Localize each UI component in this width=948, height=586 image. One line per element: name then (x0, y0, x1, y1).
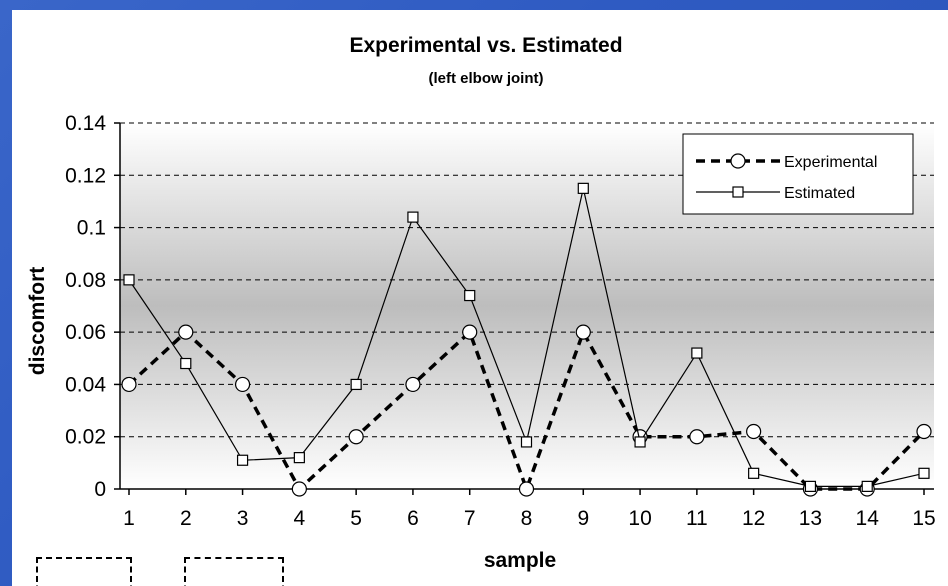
legend-marker (732, 186, 744, 198)
data-point-experimental (462, 324, 478, 340)
data-point-experimental (405, 376, 421, 393)
data-point-estimated (918, 467, 930, 479)
chart-title: Experimental vs. Estimated (349, 34, 622, 57)
data-point-estimated (123, 274, 135, 286)
line-chart: 00.020.040.060.080.10.120.14 1 2 3 4 5 6 7 8 9 10… (26, 34, 936, 572)
x-tick-label: 1 (123, 507, 135, 530)
legend-item-estimated: Estimated (696, 185, 855, 202)
y-tick-label: 0.1 (77, 217, 106, 240)
legend-item-experimental: Experimental (696, 153, 877, 171)
x-axis-title: sample (484, 549, 556, 572)
legend-marker (730, 153, 746, 169)
x-tick-label: 15 (912, 507, 935, 530)
legend-box (682, 133, 914, 215)
data-point-estimated (634, 436, 646, 448)
y-tick-label: 0.06 (65, 321, 106, 344)
x-tick-label: 10 (628, 507, 651, 530)
data-point-estimated (577, 182, 589, 194)
data-point-estimated (804, 480, 817, 492)
x-tick-label: 6 (407, 507, 419, 530)
x-tick-labels: 1 2 3 4 5 6 7 8 9 10 11 12 13 14 15 (123, 507, 936, 530)
y-tick-label: 0.12 (65, 164, 106, 187)
x-tick-label: 8 (521, 507, 533, 530)
data-point-estimated (293, 452, 305, 464)
data-point-experimental (689, 429, 705, 445)
dashed-placeholder-box-right (184, 557, 284, 586)
x-tick-label: 3 (237, 507, 249, 530)
y-tick-label: 0.04 (65, 373, 106, 396)
data-point-experimental (575, 324, 591, 340)
data-point-experimental (746, 423, 762, 440)
series-estimated (123, 182, 930, 492)
legend-label: Estimated (784, 185, 855, 202)
series (121, 182, 932, 497)
data-point-estimated (464, 289, 476, 302)
chart-area: 0 0.02 0.04 0.06 0.08 0.1 0.12 0.14 1 2 3 4 5 6 7 8 9 10… (12, 10, 948, 586)
data-point-estimated (236, 454, 249, 466)
x-tick-label: 5 (350, 507, 362, 530)
data-point-experimental (916, 423, 932, 440)
data-point-estimated (180, 357, 192, 370)
dashed-placeholder-box-left (36, 557, 132, 586)
x-tick-label: 7 (464, 507, 476, 530)
x-tick-label: 2 (180, 507, 192, 530)
x-tick-label: 12 (742, 507, 765, 530)
x-tick-label: 11 (686, 507, 708, 530)
y-tick-label: 0 (94, 478, 106, 501)
data-point-experimental (291, 481, 307, 497)
data-point-experimental (348, 429, 364, 445)
y-tick-labels: 0 0.02 0.04 0.06 0.08 0.1 0.12 0.14 (65, 112, 106, 501)
legend: Experimental Estimated (682, 133, 914, 215)
data-point-experimental (121, 376, 137, 393)
legend-label: Experimental (784, 154, 877, 171)
x-tick-label: 9 (577, 507, 589, 530)
series-line-experimental (127, 327, 926, 495)
y-axis-title: discomfort (26, 267, 49, 376)
chart-subtitle: (left elbow joint) (429, 70, 544, 87)
y-tick-label: 0.02 (65, 426, 106, 449)
x-tick-label: 14 (856, 507, 880, 530)
x-tick-label: 4 (294, 507, 306, 530)
data-point-estimated (407, 211, 419, 223)
data-point-experimental (234, 376, 251, 393)
data-point-estimated (691, 347, 703, 359)
data-point-estimated (861, 480, 873, 492)
y-tick-label: 0.08 (65, 269, 106, 292)
x-tick-label: 13 (799, 507, 822, 530)
data-point-estimated (748, 467, 760, 479)
data-point-estimated (520, 436, 533, 448)
data-point-experimental (518, 481, 535, 497)
data-point-experimental (178, 324, 194, 340)
y-tick-label: 0.14 (65, 112, 106, 135)
data-point-estimated (350, 378, 362, 391)
